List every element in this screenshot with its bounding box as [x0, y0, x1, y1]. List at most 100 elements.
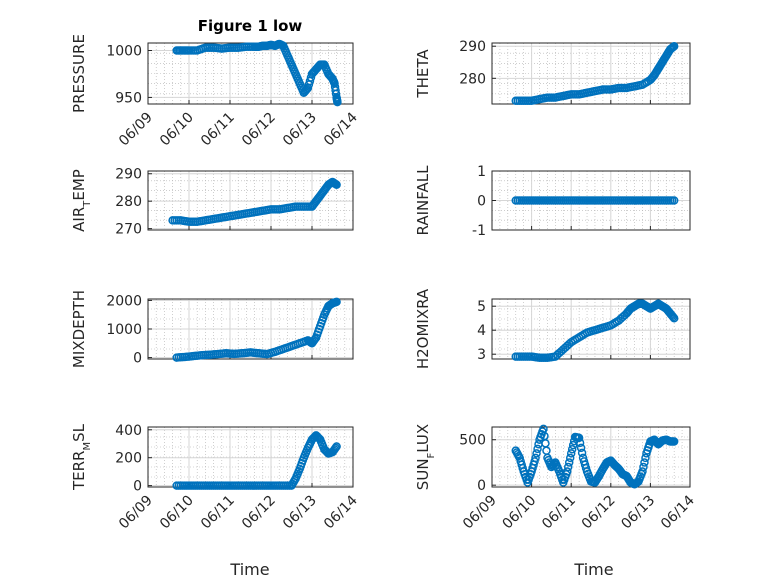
data-point [260, 481, 270, 490]
y-tick-label: 280 [459, 71, 486, 87]
data-point [331, 443, 340, 453]
data-point [652, 196, 661, 205]
data-point [331, 179, 340, 189]
data-point [647, 74, 656, 83]
data-point [252, 481, 261, 490]
data-point [530, 457, 539, 466]
y-tick-label: 290 [115, 167, 142, 183]
data-point [596, 85, 606, 95]
data-point [557, 196, 566, 205]
data-point [236, 481, 245, 490]
data-point [290, 476, 299, 485]
y-tick-label: 1000 [106, 322, 142, 338]
data-point [555, 348, 564, 358]
data-point [219, 349, 229, 358]
data-point [203, 350, 212, 360]
y-axis-label: TERRMSL [70, 423, 93, 491]
y-tick-label: 1 [477, 164, 486, 180]
data-point [227, 481, 237, 490]
data-point [223, 43, 233, 53]
data-point [572, 90, 582, 99]
data-point [567, 445, 577, 454]
data-point [517, 96, 526, 106]
data-point [565, 453, 575, 463]
data-point [236, 349, 245, 358]
data-point [564, 458, 574, 467]
data-point [227, 349, 237, 358]
data-point [562, 470, 571, 479]
data-point [644, 196, 653, 205]
data-point [310, 334, 320, 344]
data-point [308, 68, 318, 78]
data-point [580, 196, 590, 205]
data-point [573, 433, 583, 442]
y-tick-label: 280 [115, 194, 142, 210]
data-point [244, 348, 253, 357]
axes-box [491, 298, 691, 360]
data-point [195, 351, 204, 360]
data-point [640, 458, 649, 467]
data-point [541, 353, 550, 363]
data-point [294, 467, 303, 476]
y-axis-label: MIXDEPTH [70, 290, 88, 368]
subplot-4: -1 0 1 RAINFALL [414, 164, 691, 239]
data-point [517, 352, 526, 361]
data-point [211, 350, 220, 359]
data-point [268, 481, 278, 490]
x-axis-label-left: Time [229, 560, 269, 579]
y-tick-label: 950 [115, 90, 142, 106]
y-tick-label: 0 [133, 351, 142, 367]
data-point [300, 87, 310, 96]
data-point [195, 481, 204, 490]
data-point [302, 84, 312, 94]
data-point [219, 481, 229, 490]
subplot-3: 270 280 290 AIRTEMP [70, 167, 354, 238]
data-point [604, 85, 614, 94]
data-point [215, 44, 224, 53]
data-point [533, 353, 542, 362]
data-point [538, 427, 547, 436]
data-point [244, 481, 253, 490]
data-point [331, 297, 340, 307]
data-point [628, 82, 637, 91]
data-point [190, 217, 200, 227]
y-tick-label: 0 [133, 479, 142, 495]
data-point [667, 196, 677, 205]
data-point [312, 432, 322, 441]
data-point [514, 451, 523, 461]
data-point [294, 76, 303, 86]
data-point [612, 84, 621, 93]
subplot-6: 3 4 5 H2OMIXRA [414, 288, 691, 369]
y-tick-label: 3 [477, 347, 486, 363]
data-point [533, 196, 542, 205]
data-point [211, 481, 220, 490]
y-tick-label: 270 [115, 222, 142, 238]
data-point [636, 196, 645, 205]
data-point [182, 217, 192, 226]
data-point [641, 453, 650, 463]
axes-box [491, 42, 691, 105]
data-point [628, 196, 637, 205]
data-point [186, 481, 196, 490]
y-tick-label: 290 [459, 39, 486, 55]
data-point [207, 43, 216, 52]
data-point [639, 462, 648, 472]
axes-box [491, 426, 691, 488]
data-point [532, 449, 541, 458]
data-point [203, 481, 212, 490]
data-point [330, 445, 339, 454]
data-point [302, 446, 312, 455]
y-tick-label: 200 [115, 451, 142, 467]
data-point [564, 196, 574, 205]
data-point [329, 77, 339, 87]
data-point [533, 95, 542, 104]
data-point [332, 96, 342, 106]
y-axis-label: SUNFLUX [414, 424, 437, 490]
data-point [549, 93, 558, 102]
data-point [580, 88, 590, 98]
data-point [572, 196, 582, 205]
subplot-2: 280 290 THETA [414, 39, 691, 106]
data-point [554, 465, 563, 474]
